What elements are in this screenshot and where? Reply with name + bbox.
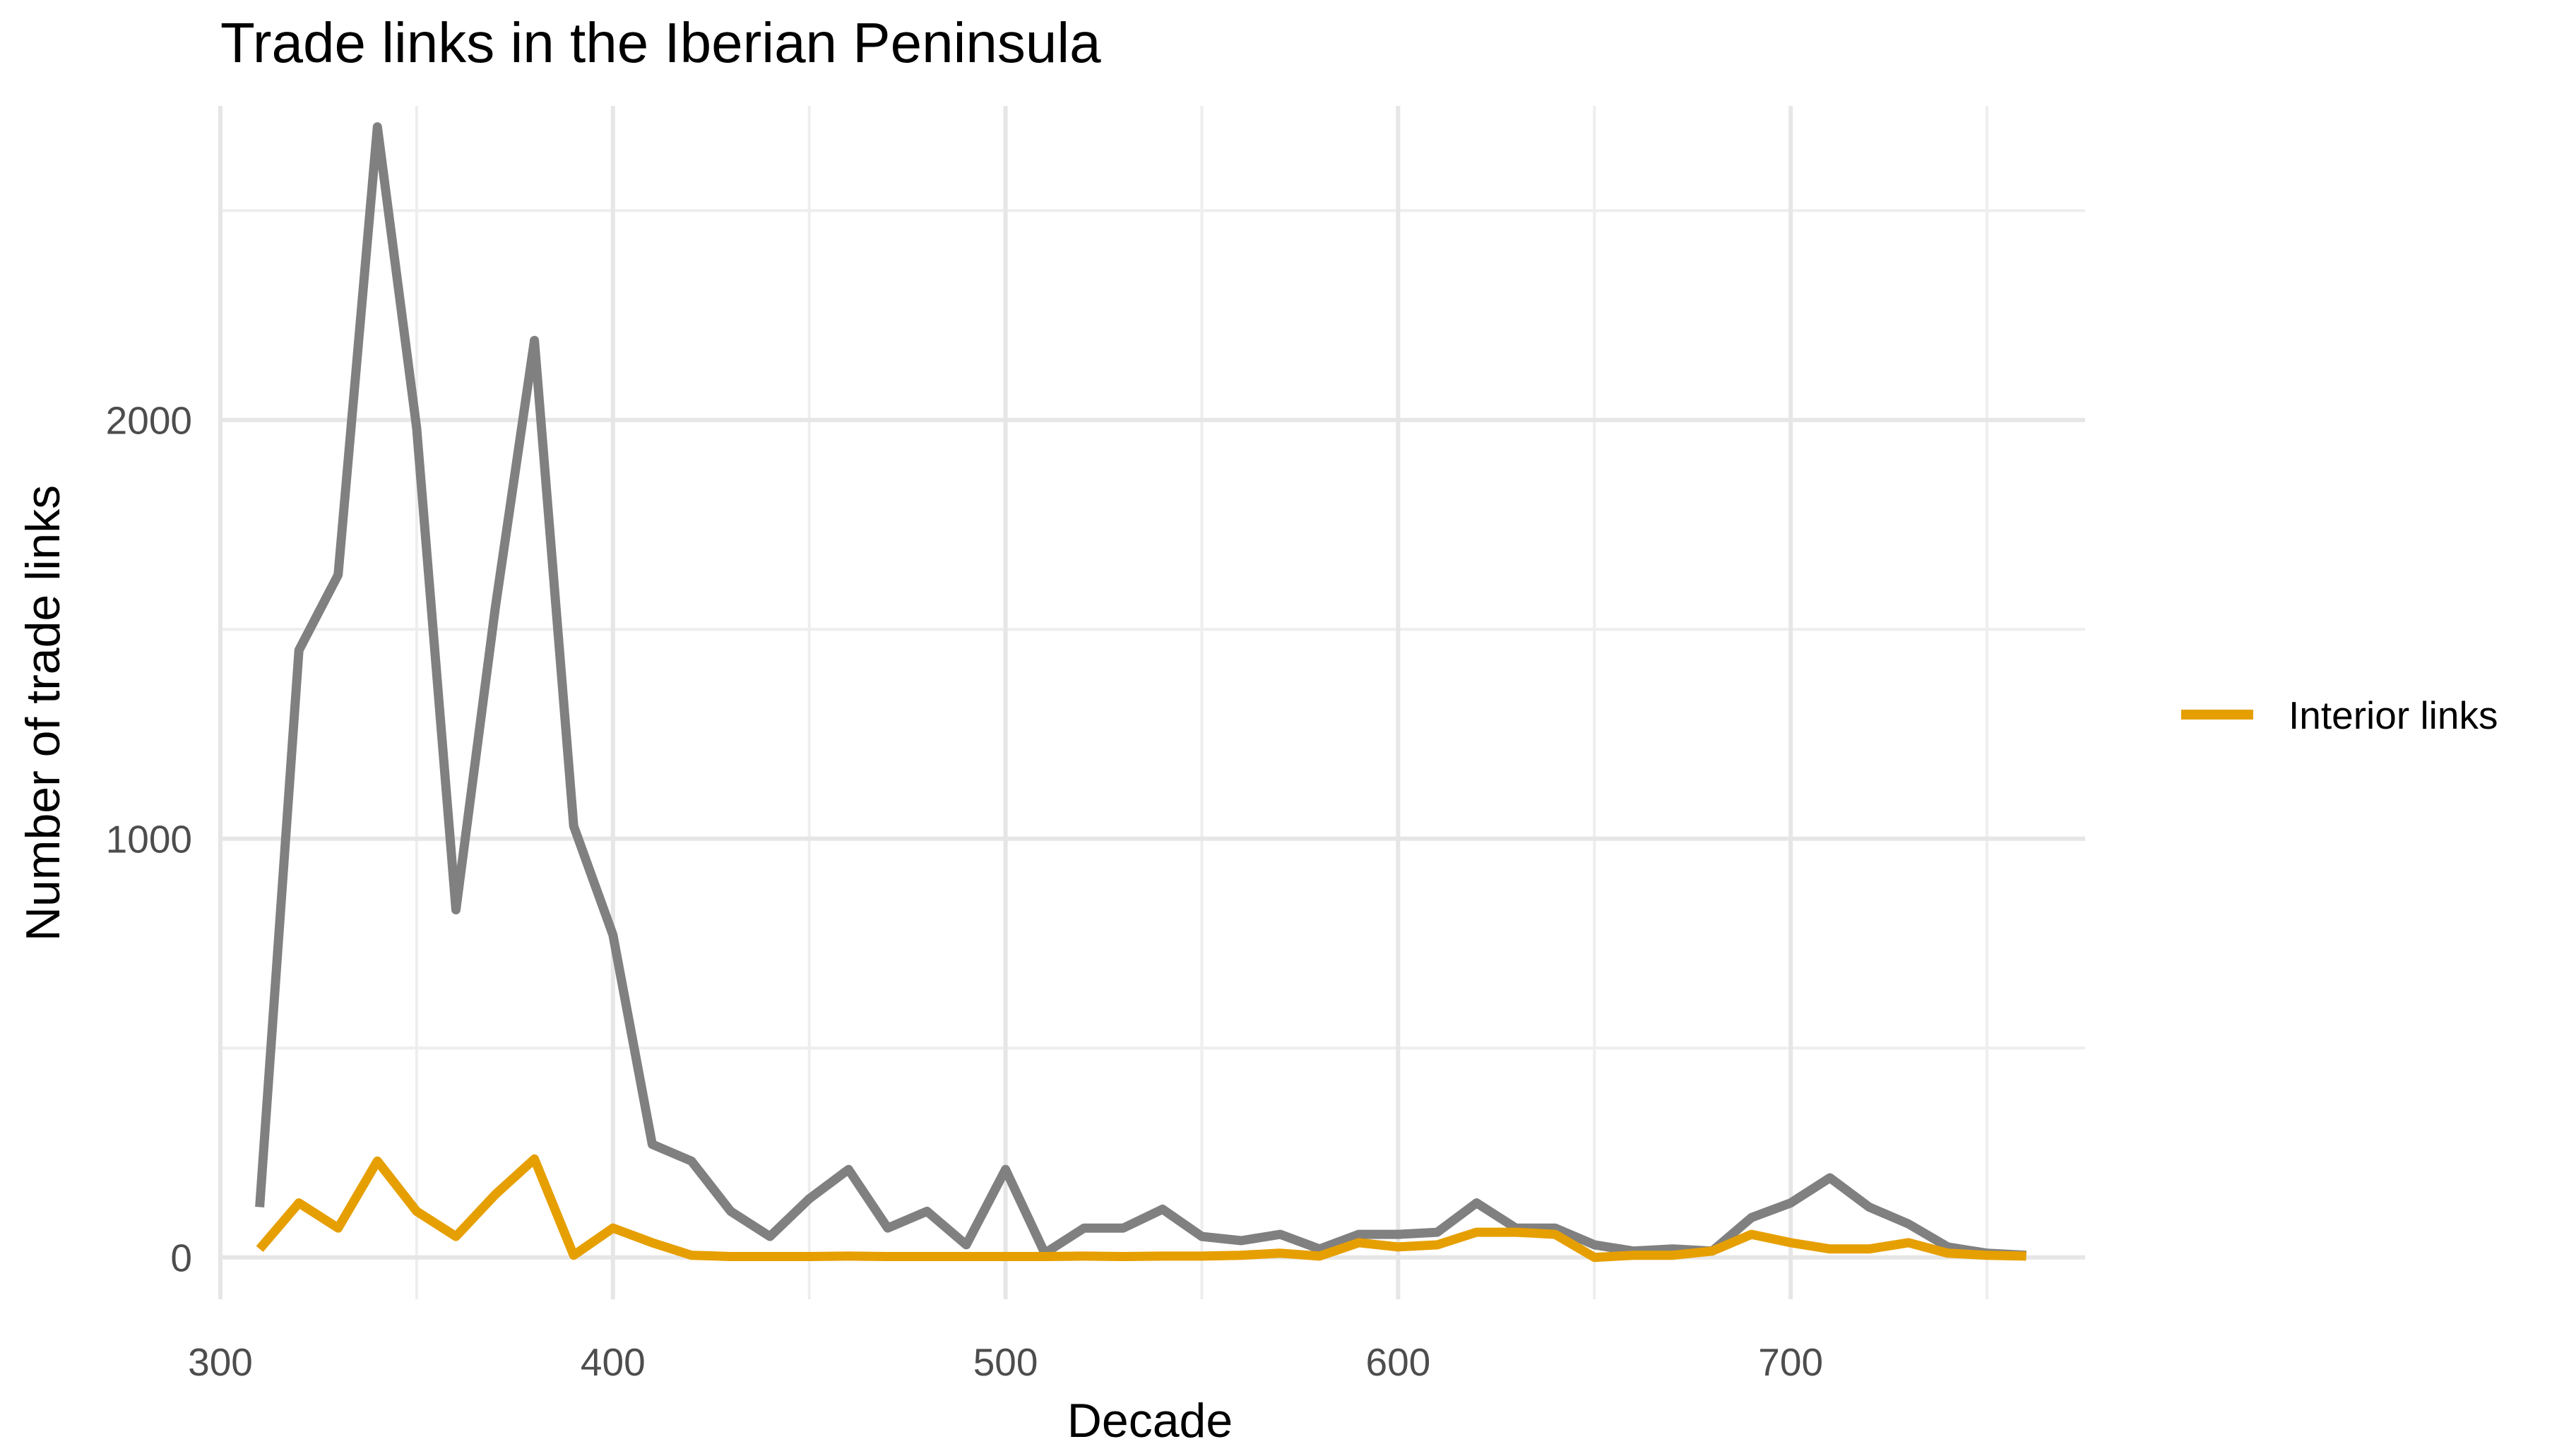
series-lines [255, 122, 2026, 1263]
interior-links-line [256, 1154, 2026, 1263]
x-tick-label: 400 [581, 1340, 646, 1384]
x-tick-label: 300 [188, 1340, 253, 1384]
grid [218, 106, 2085, 1299]
legend: Interior links [2181, 693, 2498, 737]
y-axis-title: Number of trade links [16, 485, 70, 941]
y-tick-label: 1000 [106, 818, 192, 861]
series-1-line [255, 122, 2026, 1260]
x-tick-label: 500 [973, 1340, 1038, 1384]
y-axis-ticks: 0 1000 2000 [106, 399, 192, 1280]
chart-title: Trade links in the Iberian Peninsula [220, 11, 1101, 74]
y-tick-label: 2000 [106, 399, 192, 443]
legend-label: Interior links [2289, 693, 2498, 737]
x-tick-label: 600 [1365, 1340, 1430, 1384]
x-tick-label: 700 [1758, 1340, 1823, 1384]
y-tick-label: 0 [170, 1236, 192, 1280]
x-axis-ticks: 300 400 500 600 700 [188, 1340, 1823, 1384]
x-axis-title: Decade [1067, 1394, 1233, 1448]
